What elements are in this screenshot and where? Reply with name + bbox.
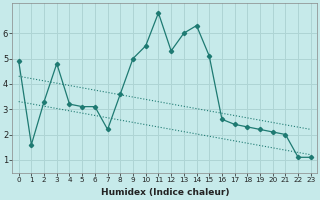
- X-axis label: Humidex (Indice chaleur): Humidex (Indice chaleur): [100, 188, 229, 197]
